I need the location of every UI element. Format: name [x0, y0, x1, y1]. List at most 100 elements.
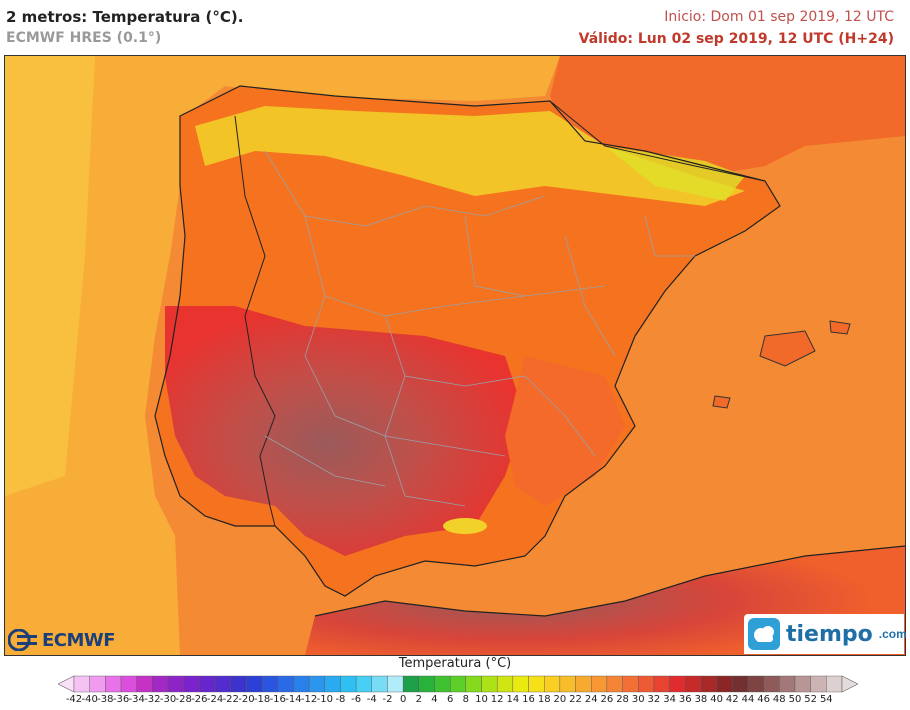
legend-swatch [434, 675, 451, 693]
legend-swatch [308, 675, 325, 693]
mallorca-island [759, 330, 816, 367]
legend-tick-label: 8 [462, 694, 470, 705]
color-legend-bar [58, 675, 858, 693]
legend-swatch [559, 675, 576, 693]
legend-tick-label: 38 [694, 694, 708, 705]
legend-swatch [622, 675, 639, 693]
legend-swatch [89, 675, 106, 693]
legend-swatch [638, 675, 655, 693]
tiempo-logo[interactable]: tiempo .com [744, 614, 907, 654]
legend-tick-label: 16 [522, 694, 535, 705]
legend-swatch [779, 675, 796, 693]
legend-tick-label: 48 [772, 694, 786, 705]
legend-swatch [183, 675, 200, 693]
legend-tick-label: -30 [159, 694, 177, 705]
legend-swatch [700, 675, 717, 693]
legend-tick-label: 54 [819, 694, 833, 705]
legend-swatch [716, 675, 733, 693]
map-title: 2 metros: Temperatura (°C). [6, 8, 244, 26]
legend-swatch [512, 675, 529, 693]
menorca-island [829, 320, 851, 335]
atlantic-ocean [5, 56, 560, 655]
legend-title: Temperatura (°C) [398, 656, 512, 671]
temperature-map[interactable] [4, 55, 906, 656]
legend-tick-label: 0 [399, 694, 407, 705]
legend-tick-label: 20 [553, 694, 567, 705]
legend-tick-label: 24 [584, 694, 598, 705]
legend-swatch [465, 675, 482, 693]
legend-swatch [387, 675, 404, 693]
map-canvas [5, 56, 905, 655]
legend-swatch [152, 675, 169, 693]
cantabrian-mountains [195, 106, 745, 206]
legend-tick-label: 2 [415, 694, 422, 705]
tiempo-logo-text: tiempo [786, 621, 873, 647]
ibiza-island [712, 395, 731, 409]
legend-tick-label: -6 [351, 694, 362, 705]
legend-swatch [732, 675, 749, 693]
legend-tick-label: -28 [175, 694, 192, 705]
legend-tick-label: 44 [741, 694, 755, 705]
legend-tick-label: -34 [128, 694, 145, 705]
legend-tick-label: -20 [238, 694, 255, 705]
legend-tick-label: 14 [506, 694, 520, 705]
legend-tick-label: 12 [490, 694, 504, 705]
portugal-border [234, 115, 276, 527]
atlantic-cool-band [5, 56, 95, 496]
legend-swatch [653, 675, 670, 693]
legend-tick-label: 10 [475, 694, 488, 705]
legend-tick-label: 22 [569, 694, 582, 705]
legend-swatch [120, 675, 137, 693]
legend-tick-label: -42 [65, 694, 83, 705]
legend-swatch [293, 675, 310, 693]
legend-tick-label: -18 [253, 694, 271, 705]
valid-time: Válido: Lun 02 sep 2019, 12 UTC (H+24) [578, 31, 894, 47]
legend-arrow-low [58, 675, 75, 693]
legend-tick-label: -10 [316, 694, 333, 705]
legend-tick-label: 42 [725, 694, 739, 705]
legend-tick-label: -14 [285, 694, 302, 705]
legend-swatch [402, 675, 420, 693]
legend-swatch [544, 675, 561, 693]
legend-tick-label: 6 [446, 694, 454, 705]
legend-swatch [606, 675, 623, 693]
africa-coastline [314, 545, 905, 617]
legend-swatch [324, 675, 341, 693]
ecmwf-logo-text: ECMWF [42, 629, 116, 651]
legend-swatch [167, 675, 184, 693]
legend-swatch [794, 675, 811, 693]
legend-tick-label: -8 [335, 694, 346, 705]
legend-swatch [199, 675, 216, 693]
legend-swatch [669, 675, 686, 693]
province-borders [264, 150, 695, 507]
legend-swatch [418, 675, 435, 693]
legend-tick-labels: -42 -40 -38 -36 -34 -32 -30 -28 -26 -24 -22 -20 -18-… [0, 694, 910, 708]
legend-swatch [685, 675, 702, 693]
legend-swatch [73, 675, 90, 693]
legend-swatch [230, 675, 247, 693]
pyrenees [605, 146, 745, 201]
legend-swatch [496, 675, 514, 693]
legend-tick-label: -12 [300, 694, 318, 705]
legend-tick-label: 40 [710, 694, 723, 705]
legend-swatch [105, 675, 122, 693]
legend-tick-label: -26 [191, 694, 208, 705]
legend-tick-label: 50 [788, 694, 802, 705]
legend-arrow-high [841, 675, 858, 693]
legend-tick-label: 52 [804, 694, 818, 705]
legend-swatch [371, 675, 388, 693]
legend-swatch [261, 675, 278, 693]
model-label: ECMWF HRES (0.1°) [6, 30, 162, 46]
legend-swatch [481, 675, 498, 693]
legend-tick-label: -16 [269, 694, 286, 705]
legend-swatch [528, 675, 545, 693]
tiempo-logo-domain: .com [878, 627, 907, 641]
legend-swatch [763, 675, 780, 693]
sierra-nevada [443, 518, 487, 534]
legend-tick-label: -2 [382, 694, 393, 705]
init-time: Inicio: Dom 01 sep 2019, 12 UTC [664, 9, 894, 25]
legend-tick-label: -38 [97, 694, 114, 705]
coastline [154, 85, 781, 597]
legend-tick-label: 36 [678, 694, 692, 705]
france-region [550, 56, 905, 176]
